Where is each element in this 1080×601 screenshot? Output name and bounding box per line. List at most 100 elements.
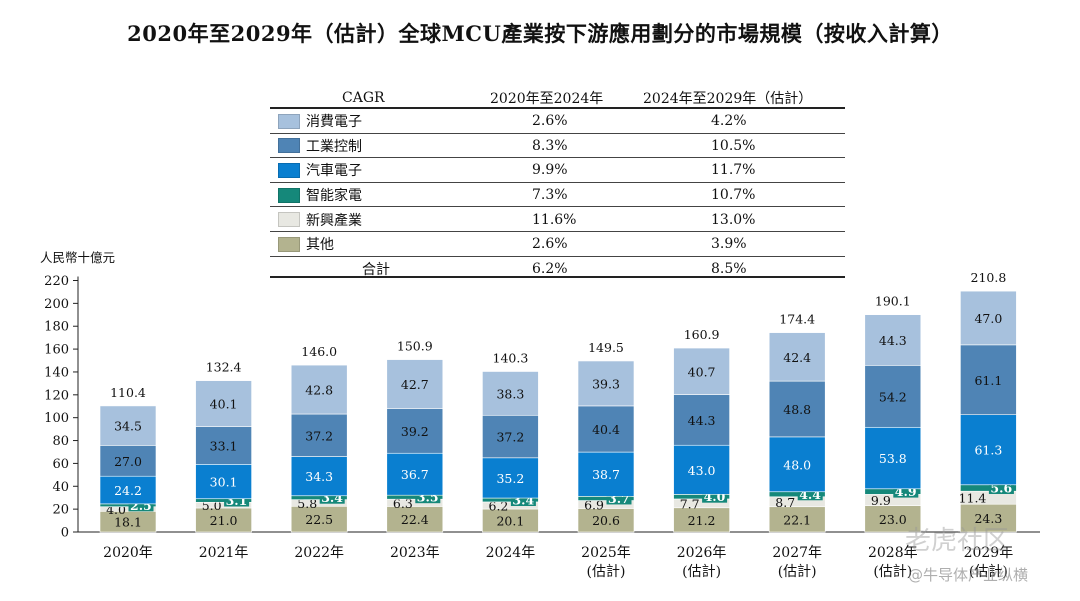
data-label: 44.3: [879, 333, 907, 348]
data-label: 40.4: [592, 422, 620, 437]
y-tick-label: 220: [44, 274, 69, 289]
total-row: 合計 6.2% 8.5%: [270, 257, 845, 282]
data-label: 61.3: [974, 443, 1002, 458]
data-label: 39.2: [401, 424, 429, 439]
legend-swatch: [278, 162, 300, 178]
x-tick-label: 2023年: [390, 545, 440, 561]
legend-swatch: [278, 187, 300, 203]
table-rule-bottom: [270, 276, 845, 278]
data-label: 54.2: [879, 389, 907, 404]
legend-label: 工業控制: [306, 138, 362, 155]
total-label: 190.1: [875, 294, 911, 309]
y-tick-label: 120: [44, 388, 69, 403]
data-label: 48.8: [783, 402, 811, 417]
y-tick-label: 160: [44, 343, 69, 358]
legend-swatch: [278, 236, 300, 252]
data-label: 11.4: [959, 491, 987, 506]
bar-segment: [864, 314, 922, 366]
total-label: 合計: [362, 261, 390, 278]
data-label: 22.5: [305, 512, 333, 527]
data-label: 34.3: [305, 469, 333, 484]
legend-row: 其他 2.6% 3.9%: [270, 232, 845, 257]
legend-label: 消費電子: [306, 114, 362, 131]
bar-segment: [960, 503, 1017, 533]
bar-segment: [673, 347, 730, 395]
data-label: 35.2: [496, 471, 524, 486]
y-tick-label: 0: [61, 526, 69, 541]
bar-segment: [195, 426, 252, 465]
data-label: 40.7: [688, 364, 716, 379]
legend-label: 汽車電子: [306, 163, 362, 180]
legend-row: 消費電子 2.6% 4.2%: [270, 109, 845, 134]
cagr-value-period-2: 11.7%: [711, 162, 756, 179]
total-label: 150.9: [397, 339, 433, 354]
bar-segment: [577, 360, 635, 407]
watermark-handle: @牛导体产业纵横: [908, 566, 1029, 584]
bar-segment: [386, 506, 444, 533]
data-label: 34.5: [114, 419, 142, 434]
y-tick-label: 180: [44, 320, 69, 335]
cagr-value-period-1: 7.3%: [532, 187, 568, 204]
data-label: 48.0: [783, 457, 811, 472]
table-row-rule: [270, 132, 845, 134]
x-tick-label: (估計): [969, 564, 1008, 580]
bar-segment: [482, 414, 539, 459]
total-label: 140.3: [493, 350, 529, 365]
bar-segment: [768, 380, 826, 438]
data-label: 40.1: [210, 397, 238, 412]
legend-swatch: [278, 138, 300, 154]
data-label: 27.0: [114, 454, 142, 469]
total-label: 160.9: [684, 327, 720, 342]
cagr-value-period-1: 9.9%: [532, 162, 568, 179]
data-label: 47.0: [974, 311, 1002, 326]
total-label: 210.8: [971, 270, 1007, 285]
data-label: 9.9: [871, 493, 891, 508]
y-tick-label: 100: [44, 411, 69, 426]
data-label: 22.1: [783, 512, 811, 527]
bar-segment: [290, 456, 348, 497]
data-label: 37.2: [305, 428, 333, 443]
x-tick-label: (估計): [873, 564, 912, 580]
bar-segment: [99, 475, 157, 505]
bar-segment: [768, 332, 826, 382]
bar-segment: [195, 507, 252, 533]
bar-segment: [290, 413, 348, 457]
cagr-value-period-2: 3.9%: [711, 236, 747, 253]
y-tick-label: 140: [44, 365, 69, 380]
data-label: 61.1: [974, 373, 1002, 388]
cagr-value-period-2: 10.5%: [711, 137, 756, 154]
y-tick-label: 60: [52, 457, 69, 472]
header-cagr: CAGR: [342, 90, 385, 107]
table-row-rule: [270, 206, 845, 208]
bar-segment: [386, 452, 444, 496]
y-axis-label: 人民幣十億元: [40, 250, 115, 265]
x-tick-label: 2027年: [772, 545, 822, 561]
cagr-value-period-2: 4.2%: [711, 113, 747, 130]
data-label: 20.6: [592, 513, 620, 528]
x-tick-label: 2024年: [486, 545, 536, 561]
data-label: 6.9: [584, 498, 604, 513]
bar-segment: [768, 436, 826, 493]
bar-segment: [386, 408, 444, 454]
data-label: 30.1: [210, 475, 238, 490]
bar-segment: [99, 445, 157, 477]
data-label: 43.0: [688, 463, 716, 478]
x-tick-label: (估計): [778, 564, 817, 580]
data-label: 6.3: [393, 496, 413, 511]
bar-segment: [673, 507, 730, 533]
total-cagr-period-1: 6.2%: [532, 260, 568, 277]
data-label: 7.7: [680, 496, 700, 511]
y-tick-label: 200: [44, 297, 69, 312]
legend-label: 新興產業: [306, 212, 362, 229]
data-label: 20.1: [496, 514, 524, 529]
data-label: 21.2: [688, 513, 716, 528]
legend-label: 其他: [306, 237, 334, 254]
bar-segment: [864, 505, 922, 533]
bar-segment: [290, 505, 348, 533]
data-label: 18.1: [114, 515, 142, 530]
data-label: 37.2: [496, 430, 524, 445]
data-label: 21.0: [210, 513, 238, 528]
x-tick-label: (估計): [682, 564, 721, 580]
legend-swatch: [278, 212, 300, 228]
total-cagr-period-2: 8.5%: [711, 260, 747, 277]
